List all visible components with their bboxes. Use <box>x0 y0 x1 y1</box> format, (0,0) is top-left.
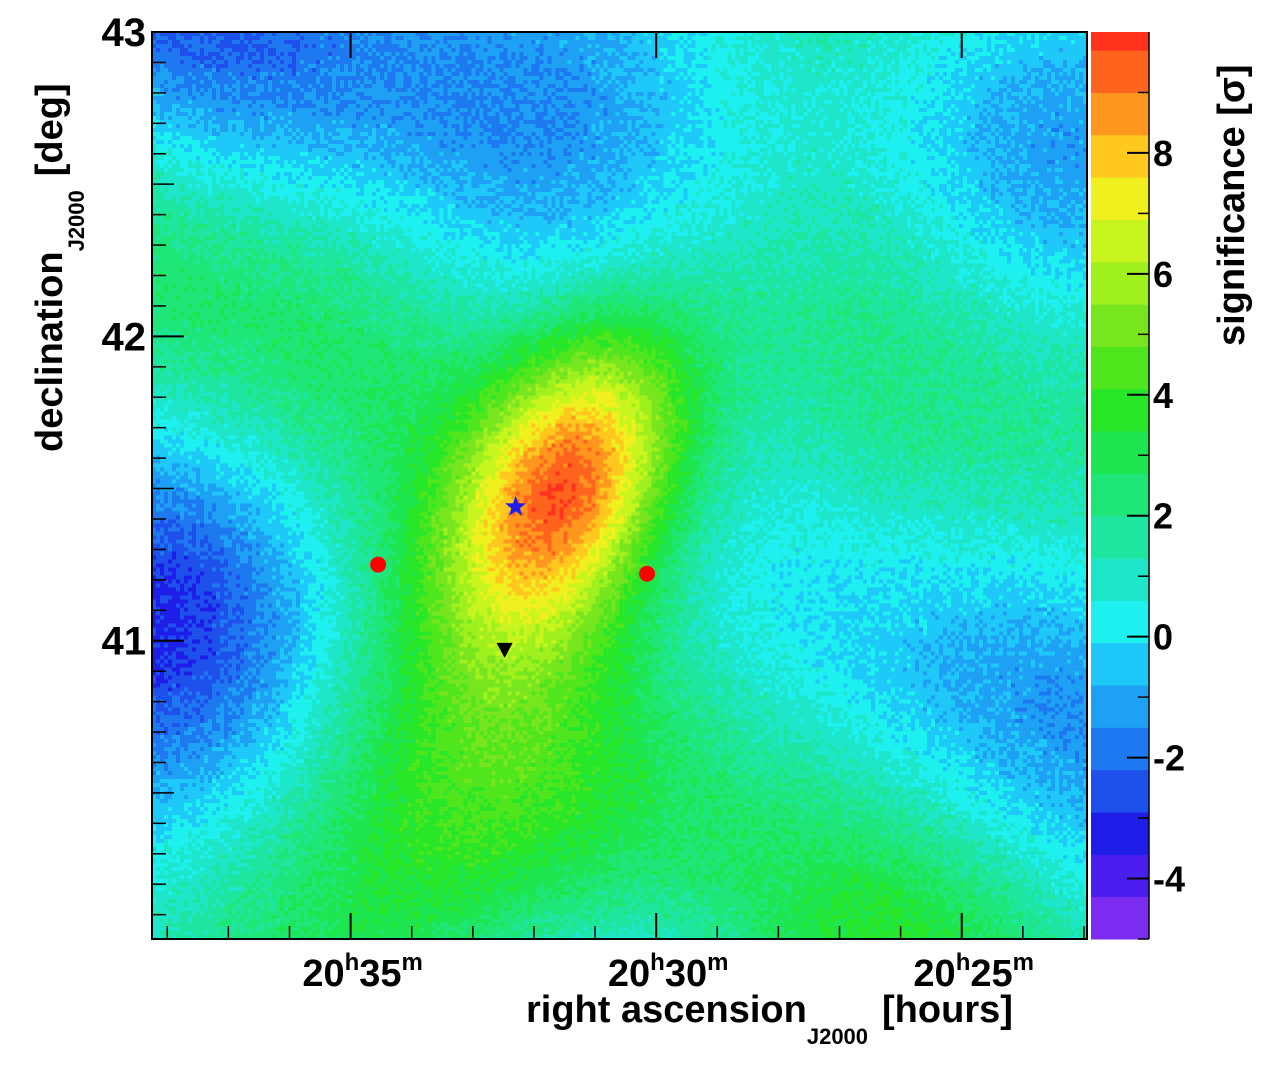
y-axis-label-main: declination <box>29 251 71 452</box>
red-dot-left-marker <box>370 556 387 573</box>
x-tick-minutes: 35 <box>359 953 401 995</box>
x-tick-h: h <box>345 949 360 976</box>
y-axis-label-unit: [deg] <box>29 83 71 176</box>
colorbar-band <box>1091 769 1149 813</box>
colorbar-band <box>1091 346 1149 390</box>
x-tick-minutes: 25 <box>970 953 1012 995</box>
x-tick-minutes: 30 <box>665 953 707 995</box>
colorbar-band <box>1091 558 1149 601</box>
colorbar-band <box>1091 642 1149 686</box>
x-axis-label-sub: J2000 <box>807 1024 868 1049</box>
red-dot-right-marker <box>639 565 655 582</box>
colorbar-band <box>1091 134 1149 178</box>
black-triangle-marker <box>496 642 513 658</box>
x-axis-ticks: 20h35m 20h30m 20h25m <box>166 32 1085 995</box>
source-markers <box>370 495 655 658</box>
y-axis-label: declinationJ2000 [deg] <box>29 83 89 452</box>
colorbar-tick-label: -2 <box>1153 738 1185 779</box>
significance-heatmap <box>152 32 1087 939</box>
x-tick-h: h <box>956 949 971 976</box>
colorbar-band <box>1091 431 1149 474</box>
z-axis-ticks: 8 6 4 2 0 -2 -4 <box>1127 32 1185 940</box>
x-tick-label: 20h30m <box>608 949 729 995</box>
x-axis-label: right ascensionJ2000 [hours] <box>526 989 1013 1049</box>
x-axis-label-main: right ascension <box>526 989 807 1031</box>
colorbar-band <box>1091 304 1149 347</box>
colorbar <box>1091 32 1149 940</box>
colorbar-band <box>1091 92 1149 136</box>
colorbar-band <box>1091 50 1149 93</box>
x-tick-h: h <box>650 949 665 976</box>
x-tick-m: m <box>1013 949 1034 976</box>
colorbar-band <box>1091 896 1149 940</box>
x-tick-hours: 20 <box>608 953 650 995</box>
colorbar-tick-label: 6 <box>1153 254 1173 295</box>
colorbar-tick-label: 8 <box>1153 133 1173 174</box>
y-axis-ticks: 43 42 41 <box>102 11 184 916</box>
x-tick-label: 20h35m <box>302 949 423 995</box>
x-tick-m: m <box>707 949 728 976</box>
colorbar-band <box>1091 32 1149 51</box>
colorbar-band <box>1091 261 1149 305</box>
blue-star-marker <box>505 495 527 516</box>
colorbar-band <box>1091 727 1149 771</box>
z-axis-label: significance [σ] <box>1211 65 1253 347</box>
colorbar-tick-label: -4 <box>1153 859 1185 900</box>
y-tick-label: 41 <box>102 620 147 664</box>
colorbar-band <box>1091 812 1149 855</box>
colorbar-band <box>1091 685 1149 728</box>
colorbar-tick-label: 2 <box>1153 496 1173 537</box>
colorbar-band <box>1091 854 1149 898</box>
x-tick-m: m <box>402 949 423 976</box>
colorbar-band <box>1091 473 1149 517</box>
y-axis-label-sub: J2000 <box>64 190 89 251</box>
colorbar-tick-label: 0 <box>1153 617 1173 658</box>
y-tick-label: 42 <box>102 315 147 359</box>
colorbar-tick-label: 4 <box>1153 375 1173 416</box>
x-tick-hours: 20 <box>302 953 344 995</box>
colorbar-band <box>1091 219 1149 263</box>
colorbar-band <box>1091 515 1149 559</box>
x-tick-label: 20h25m <box>913 949 1034 995</box>
colorbar-band <box>1091 388 1149 432</box>
x-tick-hours: 20 <box>913 953 955 995</box>
plot-frame <box>151 31 1088 940</box>
y-tick-label: 43 <box>102 11 147 55</box>
x-axis-label-unit: [hours] <box>882 989 1013 1031</box>
